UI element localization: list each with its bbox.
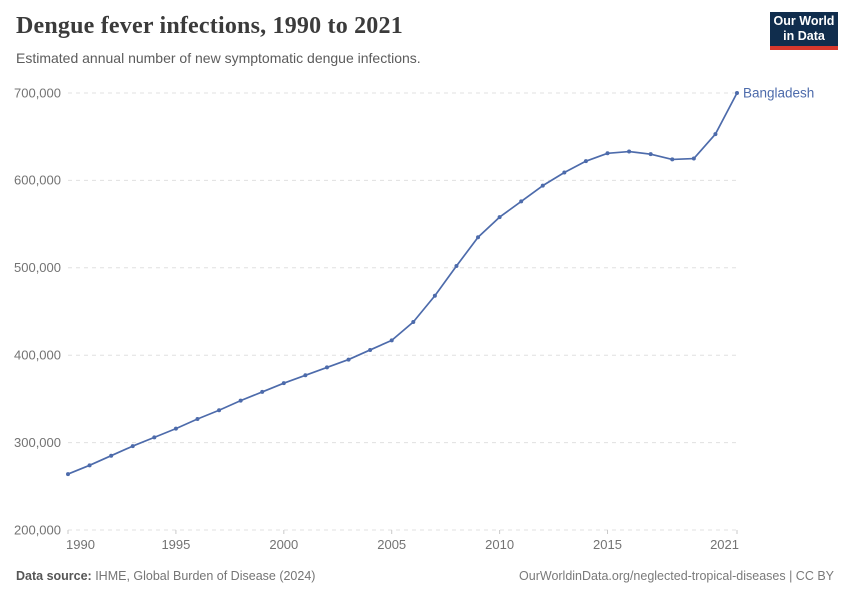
x-axis-tick-label: 1990 <box>66 537 95 552</box>
data-point[interactable] <box>195 417 200 422</box>
y-axis-tick-label: 400,000 <box>14 347 61 362</box>
x-axis-tick-label: 2005 <box>377 537 406 552</box>
data-point[interactable] <box>476 235 481 240</box>
chart-footer: Data source: IHME, Global Burden of Dise… <box>16 569 834 583</box>
data-point[interactable] <box>627 149 632 154</box>
data-point[interactable] <box>238 398 243 403</box>
data-point[interactable] <box>735 91 739 95</box>
data-point[interactable] <box>346 357 351 362</box>
owid-logo[interactable]: Our World in Data <box>770 12 838 50</box>
owid-logo-text: Our World in Data <box>774 14 835 44</box>
data-point[interactable] <box>519 199 524 204</box>
y-axis-tick-label: 300,000 <box>14 435 61 450</box>
license-link[interactable]: OurWorldinData.org/neglected-tropical-di… <box>519 569 834 583</box>
data-point[interactable] <box>540 183 545 188</box>
y-axis-tick-label: 700,000 <box>14 85 61 100</box>
data-point[interactable] <box>303 373 308 378</box>
data-point[interactable] <box>691 156 696 161</box>
chart-subtitle: Estimated annual number of new symptomat… <box>16 50 421 66</box>
data-point[interactable] <box>260 389 265 394</box>
y-axis-tick-label: 200,000 <box>14 522 61 537</box>
x-axis-tick-label: 2010 <box>485 537 514 552</box>
data-point[interactable] <box>713 132 718 137</box>
data-point[interactable] <box>66 472 70 477</box>
data-source-label: Data source: <box>16 569 92 583</box>
data-point[interactable] <box>497 215 502 220</box>
series-end-label-bangladesh[interactable]: Bangladesh <box>743 85 814 100</box>
data-point[interactable] <box>324 365 329 370</box>
x-axis-tick-label: 2015 <box>593 537 622 552</box>
data-point[interactable] <box>87 463 92 468</box>
data-point[interactable] <box>281 381 286 386</box>
data-point[interactable] <box>152 435 157 440</box>
x-axis-tick-label: 2021 <box>710 537 739 552</box>
x-axis-tick-label: 1995 <box>161 537 190 552</box>
data-point[interactable] <box>389 338 394 343</box>
data-point[interactable] <box>109 453 114 458</box>
owid-logo-line1: Our World <box>773 14 835 28</box>
data-source-text: IHME, Global Burden of Disease (2024) <box>91 569 316 583</box>
data-point[interactable] <box>648 152 653 157</box>
data-point[interactable] <box>411 319 416 324</box>
data-point[interactable] <box>605 151 610 156</box>
data-point[interactable] <box>130 444 135 449</box>
owid-logo-line2: in Data <box>783 29 825 43</box>
data-point[interactable] <box>173 426 178 431</box>
y-axis-tick-label: 500,000 <box>14 260 61 275</box>
data-point[interactable] <box>368 347 373 352</box>
chart-title: Dengue fever infections, 1990 to 2021 <box>16 13 403 39</box>
y-axis-tick-label: 600,000 <box>14 173 61 188</box>
series-line-bangladesh <box>67 92 738 475</box>
data-point[interactable] <box>583 159 588 164</box>
data-point[interactable] <box>217 408 222 413</box>
data-source-note: Data source: IHME, Global Burden of Dise… <box>16 569 315 583</box>
data-point[interactable] <box>562 170 567 175</box>
data-point[interactable] <box>670 157 675 162</box>
x-axis-tick-label: 2000 <box>269 537 298 552</box>
data-point[interactable] <box>454 264 459 269</box>
data-point[interactable] <box>432 293 437 298</box>
